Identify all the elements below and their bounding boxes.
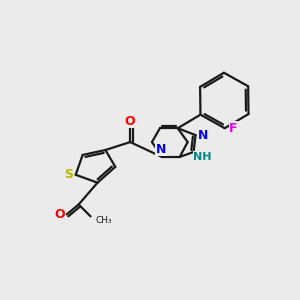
Text: NH: NH: [193, 152, 212, 162]
Text: F: F: [230, 122, 238, 135]
Text: CH₃: CH₃: [95, 216, 112, 225]
Text: O: O: [125, 115, 136, 128]
Text: O: O: [55, 208, 65, 221]
Text: N: N: [156, 142, 166, 155]
Text: S: S: [64, 168, 73, 181]
Text: N: N: [198, 129, 209, 142]
